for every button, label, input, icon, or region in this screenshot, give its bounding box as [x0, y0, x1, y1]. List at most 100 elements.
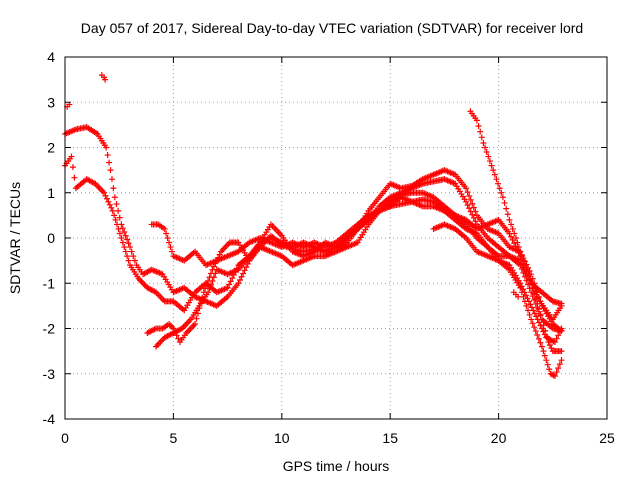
x-tick-label: 25: [599, 430, 615, 446]
data-point: [556, 328, 563, 335]
data-point: [68, 153, 75, 160]
data-point: [485, 153, 492, 160]
data-point: [238, 273, 245, 280]
data-point: [475, 123, 482, 130]
data-point: [515, 244, 522, 251]
data-point: [119, 239, 126, 246]
data-point: [105, 198, 112, 205]
data-point: [546, 366, 553, 373]
data-point: [490, 167, 497, 174]
data-point: [112, 216, 119, 223]
data-point: [122, 248, 129, 255]
data-point: [167, 244, 174, 251]
data-point: [558, 357, 565, 364]
data-point: [528, 304, 535, 311]
data-point: [469, 211, 476, 218]
data-point: [108, 204, 115, 211]
data-point: [108, 176, 115, 183]
data-point: [555, 332, 562, 339]
data-point: [103, 195, 110, 202]
data-point: [511, 230, 518, 237]
data-point: [207, 281, 214, 288]
data-point: [556, 361, 563, 368]
data-point: [102, 192, 109, 199]
data-point: [115, 207, 122, 214]
data-point: [540, 328, 547, 335]
data-point: [548, 345, 555, 352]
data-point: [531, 324, 538, 331]
data-point: [515, 293, 522, 300]
data-point: [514, 239, 521, 246]
data-point: [209, 277, 216, 284]
x-axis-label: GPS time / hours: [283, 458, 390, 474]
data-point: [122, 232, 129, 239]
data-point: [534, 316, 541, 323]
data-point: [526, 311, 533, 318]
data-point: [236, 277, 243, 284]
y-axis-label: SDTVAR / TECUs: [7, 182, 23, 294]
data-point: [537, 339, 544, 346]
data-point: [509, 225, 516, 232]
data-point: [512, 235, 519, 241]
data-point: [226, 281, 233, 288]
data-point: [520, 257, 527, 264]
data-point: [470, 214, 477, 221]
data-point: [533, 291, 540, 298]
data-point: [121, 228, 128, 235]
data-point: [558, 302, 565, 309]
data-point: [111, 194, 118, 201]
data-point: [491, 171, 498, 178]
data-point: [102, 76, 109, 83]
data-point: [480, 139, 487, 146]
data-point: [124, 253, 131, 260]
y-tick-label: 4: [47, 49, 55, 65]
data-point: [521, 289, 528, 296]
data-point: [553, 369, 560, 376]
data-point: [529, 320, 536, 327]
data-point: [477, 128, 484, 135]
data-point: [101, 189, 108, 196]
data-point: [224, 284, 231, 291]
data-point: [537, 311, 544, 318]
data-point: [212, 270, 219, 277]
y-tick-label: 3: [47, 94, 55, 110]
data-point: [522, 262, 529, 269]
data-point: [161, 225, 168, 232]
data-point: [166, 239, 173, 246]
data-point: [551, 339, 558, 346]
data-point: [528, 316, 535, 323]
data-point: [192, 320, 199, 327]
data-point: [107, 167, 114, 174]
data-point: [525, 271, 532, 278]
data-point: [507, 233, 514, 240]
data-point: [518, 253, 525, 260]
data-point: [537, 322, 544, 329]
data-point: [504, 211, 511, 218]
data-point: [464, 189, 471, 196]
data-point: [499, 194, 506, 201]
data-point: [478, 134, 485, 141]
data-point: [525, 298, 532, 305]
series-track-6: [467, 108, 565, 323]
data-point: [121, 244, 128, 251]
data-point: [541, 331, 548, 338]
data-point: [520, 269, 527, 276]
data-point: [472, 218, 479, 225]
data-point: [483, 149, 490, 156]
data-point: [472, 208, 479, 215]
data-point: [163, 230, 170, 237]
data-point: [508, 221, 515, 228]
data-point: [528, 289, 535, 296]
data-point: [130, 253, 137, 260]
data-point: [506, 216, 513, 223]
data-point: [124, 236, 131, 243]
data-point: [116, 214, 123, 221]
y-tick-label: 0: [47, 230, 55, 246]
data-point: [114, 221, 121, 228]
data-point: [473, 117, 480, 124]
data-point: [227, 278, 234, 285]
data-point: [131, 257, 138, 264]
data-point: [525, 281, 532, 288]
data-point: [531, 288, 538, 295]
data-point: [115, 225, 122, 232]
